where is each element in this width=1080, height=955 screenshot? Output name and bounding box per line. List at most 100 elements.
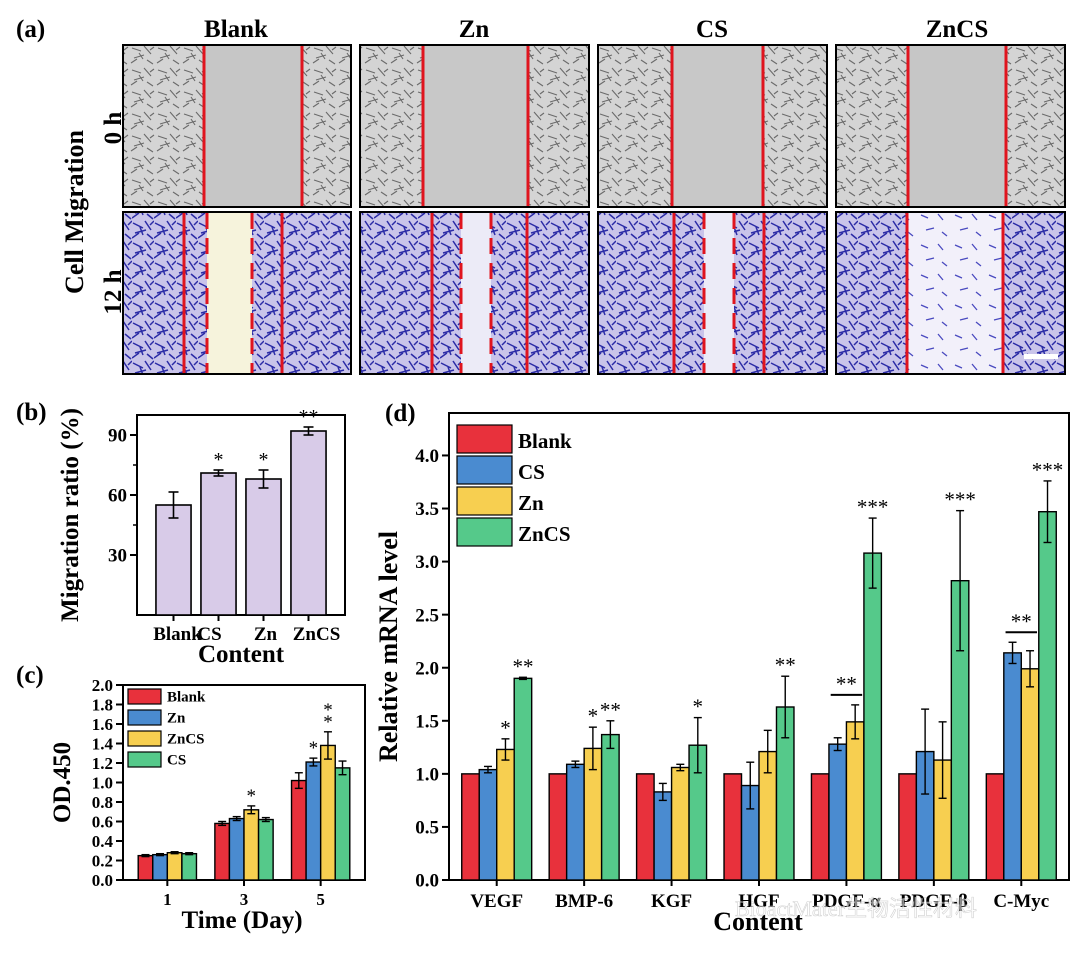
chart-d-xlabel: Content (713, 907, 803, 936)
panel-label-b: (b) (16, 399, 47, 426)
chart-d-annotation-c-myc-zncs: *** (1032, 458, 1064, 482)
chart-c-legend-label-zn: Zn (167, 710, 186, 726)
chart-c-bar-3-blank (214, 822, 231, 881)
chart-d-ytick-label: 0.5 (415, 818, 439, 839)
chart-b-bar-blank (155, 504, 192, 616)
chart-c-annotation-5-zn: * (309, 738, 319, 759)
chart-d-annotation-vegf-zn: * (500, 716, 511, 740)
micrograph-blank-12h (122, 211, 352, 375)
chart-d-legend-label-zn: Zn (518, 491, 544, 515)
chart-d-legend-swatch-zncs (456, 517, 513, 547)
chart-b-bar-zn (245, 478, 282, 616)
row-title: Cell Migration (60, 130, 89, 294)
chart-b-annotation-zncs: ** (299, 406, 319, 428)
chart-c-annotation-5-zncs: * (323, 712, 333, 733)
chart-d-xtick-label: BMP-6 (555, 891, 613, 912)
column-label-cs: CS (696, 16, 728, 43)
chart-c-bar-3-zn (228, 817, 245, 881)
chart-d-bracket-label-c-myc: ** (1011, 609, 1032, 633)
chart-d-ylabel: Relative mRNA level (374, 531, 403, 762)
watermark: BioactMater生物活性材料 (735, 896, 977, 921)
chart-d-annotation-vegf-zncs: ** (512, 654, 533, 678)
chart-d-xtick-label: HGF (738, 891, 779, 912)
chart-d-xtick-label: PDGF-β (900, 891, 968, 912)
scale-bar (1024, 354, 1058, 359)
chart-d-bar-pdgf-zn (845, 721, 865, 881)
chart-d-bar-pdgf-blank (810, 773, 830, 881)
chart-d-xtick-label: KGF (651, 891, 692, 912)
micrograph-blank-0h (122, 44, 352, 208)
chart-d-bar-vegf-zn (496, 748, 515, 881)
chart-b-ylabel: Migration ratio (%) (57, 408, 84, 622)
micrograph-zn-0h (359, 44, 590, 208)
chart-c-bar-5-zn (305, 761, 322, 881)
micrograph-cs-0h (597, 44, 828, 208)
chart-c-bar-1-zncs (166, 852, 183, 881)
chart-d-legend-label-zncs: ZnCS (518, 522, 571, 546)
chart-d-ytick-label: 2.0 (415, 658, 439, 679)
chart-b-axes-frame (136, 414, 346, 616)
panel-d: (d) 0.0 0.5 1.0 1.5 2.0 2.5 3.0 3.5 4.0 Content Re… (374, 400, 1070, 936)
chart-d-bar-vegf-zncs (513, 677, 533, 881)
chart-d-bar-pdgf-zncs (863, 552, 883, 881)
chart-c-plot: 0.00.20.40.60.81.01.21.41.61.82.0 Time (D… (49, 676, 366, 934)
chart-c-bar-5-zncs (319, 744, 336, 881)
chart-d-ytick-label: 3.5 (415, 499, 439, 520)
chart-c-annotation-5-zncs: * (323, 700, 333, 721)
chart-c-bar-5-blank (290, 779, 307, 881)
chart-b-ytick-label: 90 (108, 426, 127, 447)
chart-d-xtick-label: C-Myc (993, 891, 1049, 912)
chart-b-xtick-label: Blank (153, 624, 202, 645)
chart-d-annotation-pdgf-zncs: *** (944, 488, 976, 512)
panel-c: (c) 0.00.20.40.60.81.01.21.41.61.82.0 Tim… (16, 662, 366, 934)
chart-d-bar-kgf-zn (670, 766, 690, 881)
chart-d-bar-kgf-cs (653, 791, 673, 881)
chart-d-bar-c-myc-cs (1003, 652, 1022, 881)
chart-c-xtick-label: 1 (163, 890, 172, 909)
chart-c-legend-swatch-zncs (127, 730, 162, 747)
chart-c-bar-1-zn (152, 853, 169, 881)
chart-d-plot: 0.0 0.5 1.0 1.5 2.0 2.5 3.0 3.5 4.0 Content Relati… (374, 412, 1070, 936)
panel-a: (a) Cell Migration 0 h 12 h Blank Zn CS … (16, 16, 1066, 375)
chart-c-ytick-label: 0.6 (92, 812, 113, 831)
panel-b: (b) 30 60 90 Content Migration ratio (%) Blan… (16, 399, 346, 668)
chart-c-ytick-label: 1.8 (92, 695, 113, 714)
micrograph-zncs-12h (835, 211, 1066, 375)
chart-b-bar-cs (200, 472, 237, 616)
chart-b-xtick-label: Zn (254, 624, 278, 645)
chart-d-bar-hgf-blank (723, 773, 743, 881)
chart-d-annotation-kgf-zncs: * (693, 695, 704, 719)
chart-b-plot: 30 60 90 Content Migration ratio (%) Blank * CS… (57, 406, 346, 668)
column-label-zn: Zn (459, 16, 490, 43)
chart-d-ytick-label: 0.0 (415, 871, 439, 892)
chart-d-bar-bmp-6-cs (565, 763, 585, 881)
chart-d-annotation-hgf-zncs: ** (775, 653, 796, 677)
chart-c-legend-swatch-zn (127, 709, 162, 726)
column-label-blank: Blank (204, 16, 268, 43)
chart-c-legend-label-zncs: ZnCS (167, 731, 205, 747)
micrograph-zn-12h (359, 211, 590, 375)
chart-d-annotation-bmp-6-zncs: ** (600, 698, 621, 722)
chart-b-xtick-label: ZnCS (293, 624, 341, 645)
chart-d-bar-c-myc-blank (985, 773, 1005, 881)
chart-d-bar-vegf-blank (461, 773, 480, 881)
chart-b-annotation-cs: * (214, 449, 224, 471)
chart-d-legend-label-blank: Blank (518, 429, 572, 453)
chart-c-ytick-label: 1.0 (92, 773, 113, 792)
chart-c-legend-swatch-blank (127, 688, 162, 705)
chart-c-legend-label-cs: CS (167, 752, 186, 768)
chart-b-xtick-label: CS (197, 624, 221, 645)
chart-d-ytick-label: 3.0 (415, 552, 439, 573)
chart-d-ytick-label: 1.0 (415, 765, 439, 786)
chart-b-bar-zncs (290, 430, 327, 616)
chart-d-bar-bmp-6-blank (548, 773, 568, 881)
chart-d-xtick-label: VEGF (470, 891, 523, 912)
column-label-zncs: ZnCS (926, 16, 989, 43)
chart-d-legend-label-cs: CS (518, 460, 545, 484)
chart-c-ytick-label: 0.0 (92, 871, 113, 890)
chart-d-legend-swatch-cs (456, 455, 513, 485)
chart-d-bar-kgf-blank (635, 773, 655, 881)
chart-d-bar-c-myc-zn (1020, 668, 1040, 881)
chart-d-annotation-pdgf-zncs: *** (857, 495, 889, 519)
